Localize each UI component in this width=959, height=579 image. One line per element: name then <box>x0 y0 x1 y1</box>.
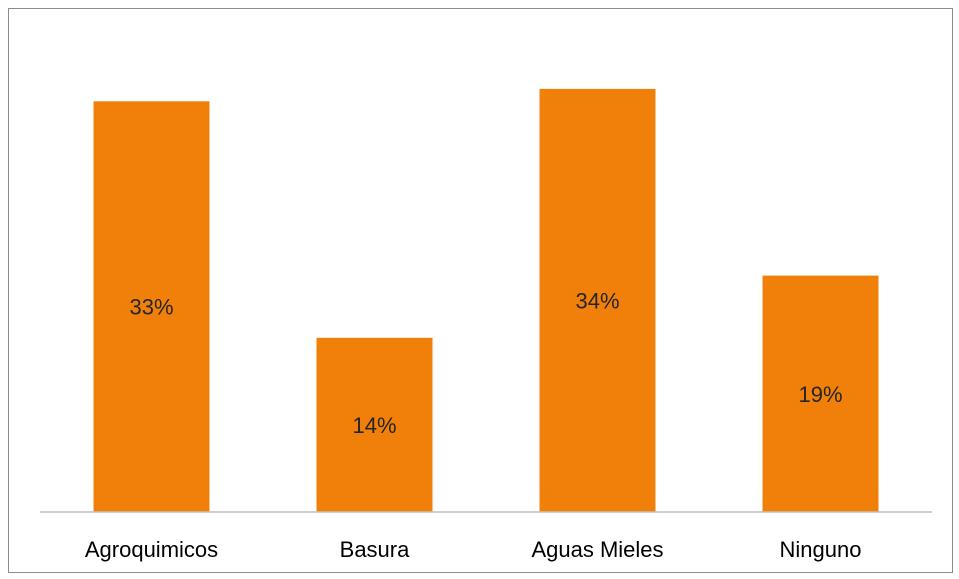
x-tick-label-ninguno: Ninguno <box>780 537 862 562</box>
bar-agroquimicos <box>93 101 210 513</box>
bar-basura <box>316 337 433 512</box>
data-labels-layer: 33% 14% 34% 19% <box>129 288 842 438</box>
bar-aguas-mieles <box>539 88 656 513</box>
data-label-aguas-mieles: 34% <box>575 288 619 313</box>
x-tick-label-agroquimicos: Agroquimicos <box>85 537 218 562</box>
bars-layer <box>93 88 879 513</box>
x-tick-labels-layer: Agroquimicos Basura Aguas Mieles Ninguno <box>85 537 862 562</box>
x-tick-label-basura: Basura <box>340 537 410 562</box>
data-label-agroquimicos: 33% <box>129 295 173 320</box>
data-label-basura: 14% <box>352 413 396 438</box>
bar-ninguno <box>762 275 879 512</box>
x-tick-label-aguas-mieles: Aguas Mieles <box>531 537 663 562</box>
data-label-ninguno: 19% <box>798 382 842 407</box>
